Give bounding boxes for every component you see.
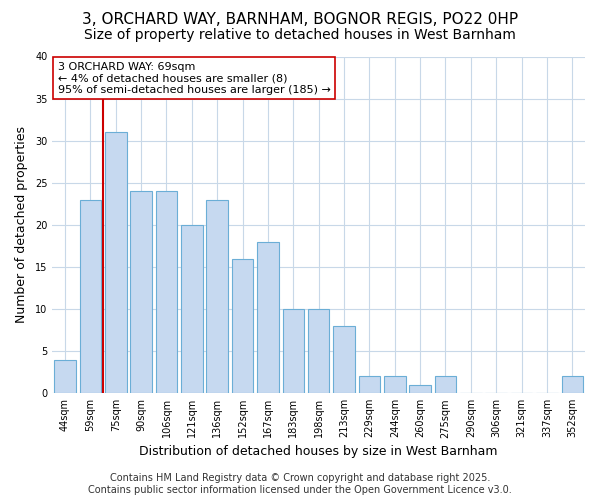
Bar [54,360,76,393]
Bar [206,200,228,393]
Bar [232,258,253,393]
Text: Size of property relative to detached houses in West Barnham: Size of property relative to detached ho… [84,28,516,42]
Y-axis label: Number of detached properties: Number of detached properties [15,126,28,324]
Bar [435,376,456,393]
Bar [105,132,127,393]
Bar [283,309,304,393]
Bar [384,376,406,393]
Bar [333,326,355,393]
Bar [181,225,203,393]
Bar [562,376,583,393]
Bar [308,309,329,393]
X-axis label: Distribution of detached houses by size in West Barnham: Distribution of detached houses by size … [139,444,498,458]
Text: Contains HM Land Registry data © Crown copyright and database right 2025.
Contai: Contains HM Land Registry data © Crown c… [88,474,512,495]
Text: 3, ORCHARD WAY, BARNHAM, BOGNOR REGIS, PO22 0HP: 3, ORCHARD WAY, BARNHAM, BOGNOR REGIS, P… [82,12,518,28]
Bar [130,191,152,393]
Bar [409,385,431,393]
Bar [257,242,279,393]
Bar [359,376,380,393]
Bar [155,191,177,393]
Bar [80,200,101,393]
Text: 3 ORCHARD WAY: 69sqm
← 4% of detached houses are smaller (8)
95% of semi-detache: 3 ORCHARD WAY: 69sqm ← 4% of detached ho… [58,62,331,95]
